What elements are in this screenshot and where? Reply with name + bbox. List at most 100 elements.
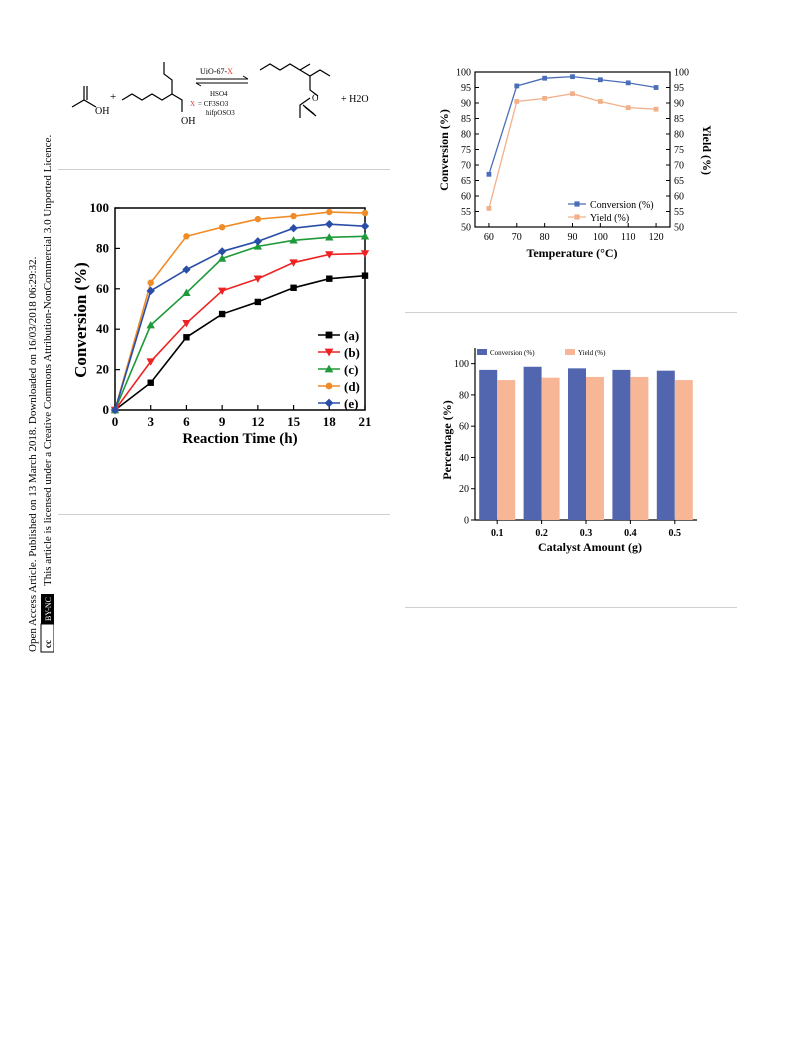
- x-tick-label: 70: [512, 232, 522, 243]
- legend-marker: [574, 201, 580, 207]
- x-tick-label: 18: [323, 414, 337, 429]
- series-line: [488, 75, 657, 175]
- data-point: [290, 284, 297, 291]
- x-tick-label: 12: [251, 414, 264, 429]
- bar: [479, 369, 498, 520]
- y-tick-label: 80: [96, 240, 109, 255]
- x-label: X: [190, 100, 195, 108]
- data-point: [360, 232, 370, 240]
- y-tick-label: 0: [464, 516, 469, 527]
- acetic-acid-structure: [71, 86, 97, 108]
- ester-product-structure: [259, 63, 331, 118]
- data-point: [253, 237, 263, 246]
- y-tick-label-right: 70: [674, 161, 684, 172]
- bar: [586, 376, 604, 520]
- data-point: [361, 209, 369, 217]
- y-tick-label-left: 90: [461, 99, 471, 110]
- y-tick-label-right: 100: [674, 68, 689, 79]
- bar: [523, 366, 542, 520]
- divider-right-bottom: [405, 607, 737, 608]
- reaction-scheme-svg: OH + OH UiO-67-X HSO4 X = CF3SO3 hifpOSO…: [71, 62, 369, 127]
- data-point: [486, 171, 492, 177]
- reaction-scheme: OH + OH UiO-67-X HSO4 X = CF3SO3 hifpOSO…: [60, 50, 395, 140]
- y-tick-label: 100: [454, 359, 469, 370]
- ethylhexanol-structure: [121, 62, 183, 112]
- y-axis-label-left: Conversion (%): [437, 109, 451, 191]
- divider-right-top: [405, 312, 737, 313]
- anion-hso4: HSO4: [210, 90, 228, 98]
- y-tick-label-left: 70: [461, 161, 471, 172]
- x-tick-label: 21: [359, 414, 372, 429]
- legend-label: (c): [344, 362, 358, 377]
- y-tick-label-right: 80: [674, 130, 684, 141]
- x-tick-label: 60: [484, 232, 494, 243]
- data-point: [289, 224, 298, 233]
- data-point: [360, 221, 370, 231]
- series-line: [114, 274, 366, 411]
- legend-marker: [325, 382, 333, 390]
- y-tick-label-left: 75: [461, 145, 471, 156]
- side-note-line1: Open Access Article. Published on 13 Mar…: [27, 256, 39, 652]
- y-tick-label-left: 60: [461, 192, 471, 203]
- bar: [497, 380, 516, 520]
- data-point: [653, 106, 659, 112]
- data-point: [110, 405, 120, 415]
- y-tick-label-right: 90: [674, 99, 684, 110]
- y-tick-label-right: 65: [674, 176, 684, 187]
- x-tick-label: 80: [540, 232, 550, 243]
- y-tick-label-right: 85: [674, 114, 684, 125]
- data-point: [147, 379, 154, 386]
- data-point: [182, 288, 191, 297]
- x-axis-label: Reaction Time (h): [182, 431, 297, 447]
- y-axis-label: Percentage (%): [440, 400, 454, 479]
- y-tick-label-right: 75: [674, 145, 684, 156]
- data-point: [514, 99, 520, 104]
- x-axis-label: Catalyst Amount (g): [538, 540, 642, 554]
- divider-left-top: [58, 169, 390, 170]
- legend-marker: [324, 348, 334, 357]
- x-tick-label: 15: [287, 414, 301, 429]
- data-point: [570, 91, 575, 97]
- divider-left-bottom: [58, 514, 390, 515]
- data-point: [325, 219, 334, 229]
- data-point: [653, 85, 659, 90]
- data-point: [146, 320, 155, 329]
- chart-temperature-svg: Conversion (%) Yield (%) Temperature (°C…: [437, 68, 714, 261]
- y-tick-label: 100: [90, 200, 110, 215]
- x-tick-label: 0.4: [624, 528, 637, 539]
- data-point: [182, 265, 191, 274]
- bar: [656, 370, 675, 520]
- y-tick-label: 40: [459, 453, 469, 464]
- bar: [630, 376, 649, 520]
- data-point: [290, 212, 297, 220]
- x-tick-label: 100: [593, 232, 608, 243]
- x-tick-label: 110: [621, 232, 636, 243]
- plus-sign: +: [110, 91, 116, 103]
- y-tick-label-right: 95: [674, 83, 684, 94]
- legend-label: (b): [344, 345, 360, 360]
- legend-label: (d): [344, 379, 360, 394]
- x-axis-label: Temperature (°C): [526, 246, 617, 260]
- legend-label: Conversion (%): [490, 349, 535, 357]
- y-tick-label-right: 50: [674, 223, 684, 234]
- legend-label: Conversion (%): [590, 200, 654, 211]
- legend-marker: [325, 331, 333, 339]
- data-point: [597, 99, 603, 104]
- chart-reaction-time-svg: Conversion (%) Reaction Time (h) 0 3 6 9 12 1…: [71, 200, 372, 447]
- series-line: [114, 223, 366, 411]
- data-point: [217, 254, 227, 262]
- legend-marker: [324, 364, 334, 373]
- data-point: [486, 206, 492, 211]
- data-point: [326, 208, 333, 216]
- legend-marker: [574, 214, 580, 220]
- y-tick-label-right: 60: [674, 192, 684, 203]
- y-tick-label: 60: [459, 422, 469, 433]
- side-note-svg: Open Access Article. Published on 13 Mar…: [27, 135, 54, 653]
- side-license-note: Open Access Article. Published on 13 Mar…: [14, 40, 54, 660]
- o-label-ester: O: [312, 93, 319, 103]
- y-tick-label-left: 55: [461, 207, 471, 218]
- data-point: [597, 77, 603, 83]
- legend-label: (a): [344, 328, 359, 343]
- x-tick-label: 0.3: [580, 528, 593, 539]
- y-tick-label: 40: [96, 321, 109, 336]
